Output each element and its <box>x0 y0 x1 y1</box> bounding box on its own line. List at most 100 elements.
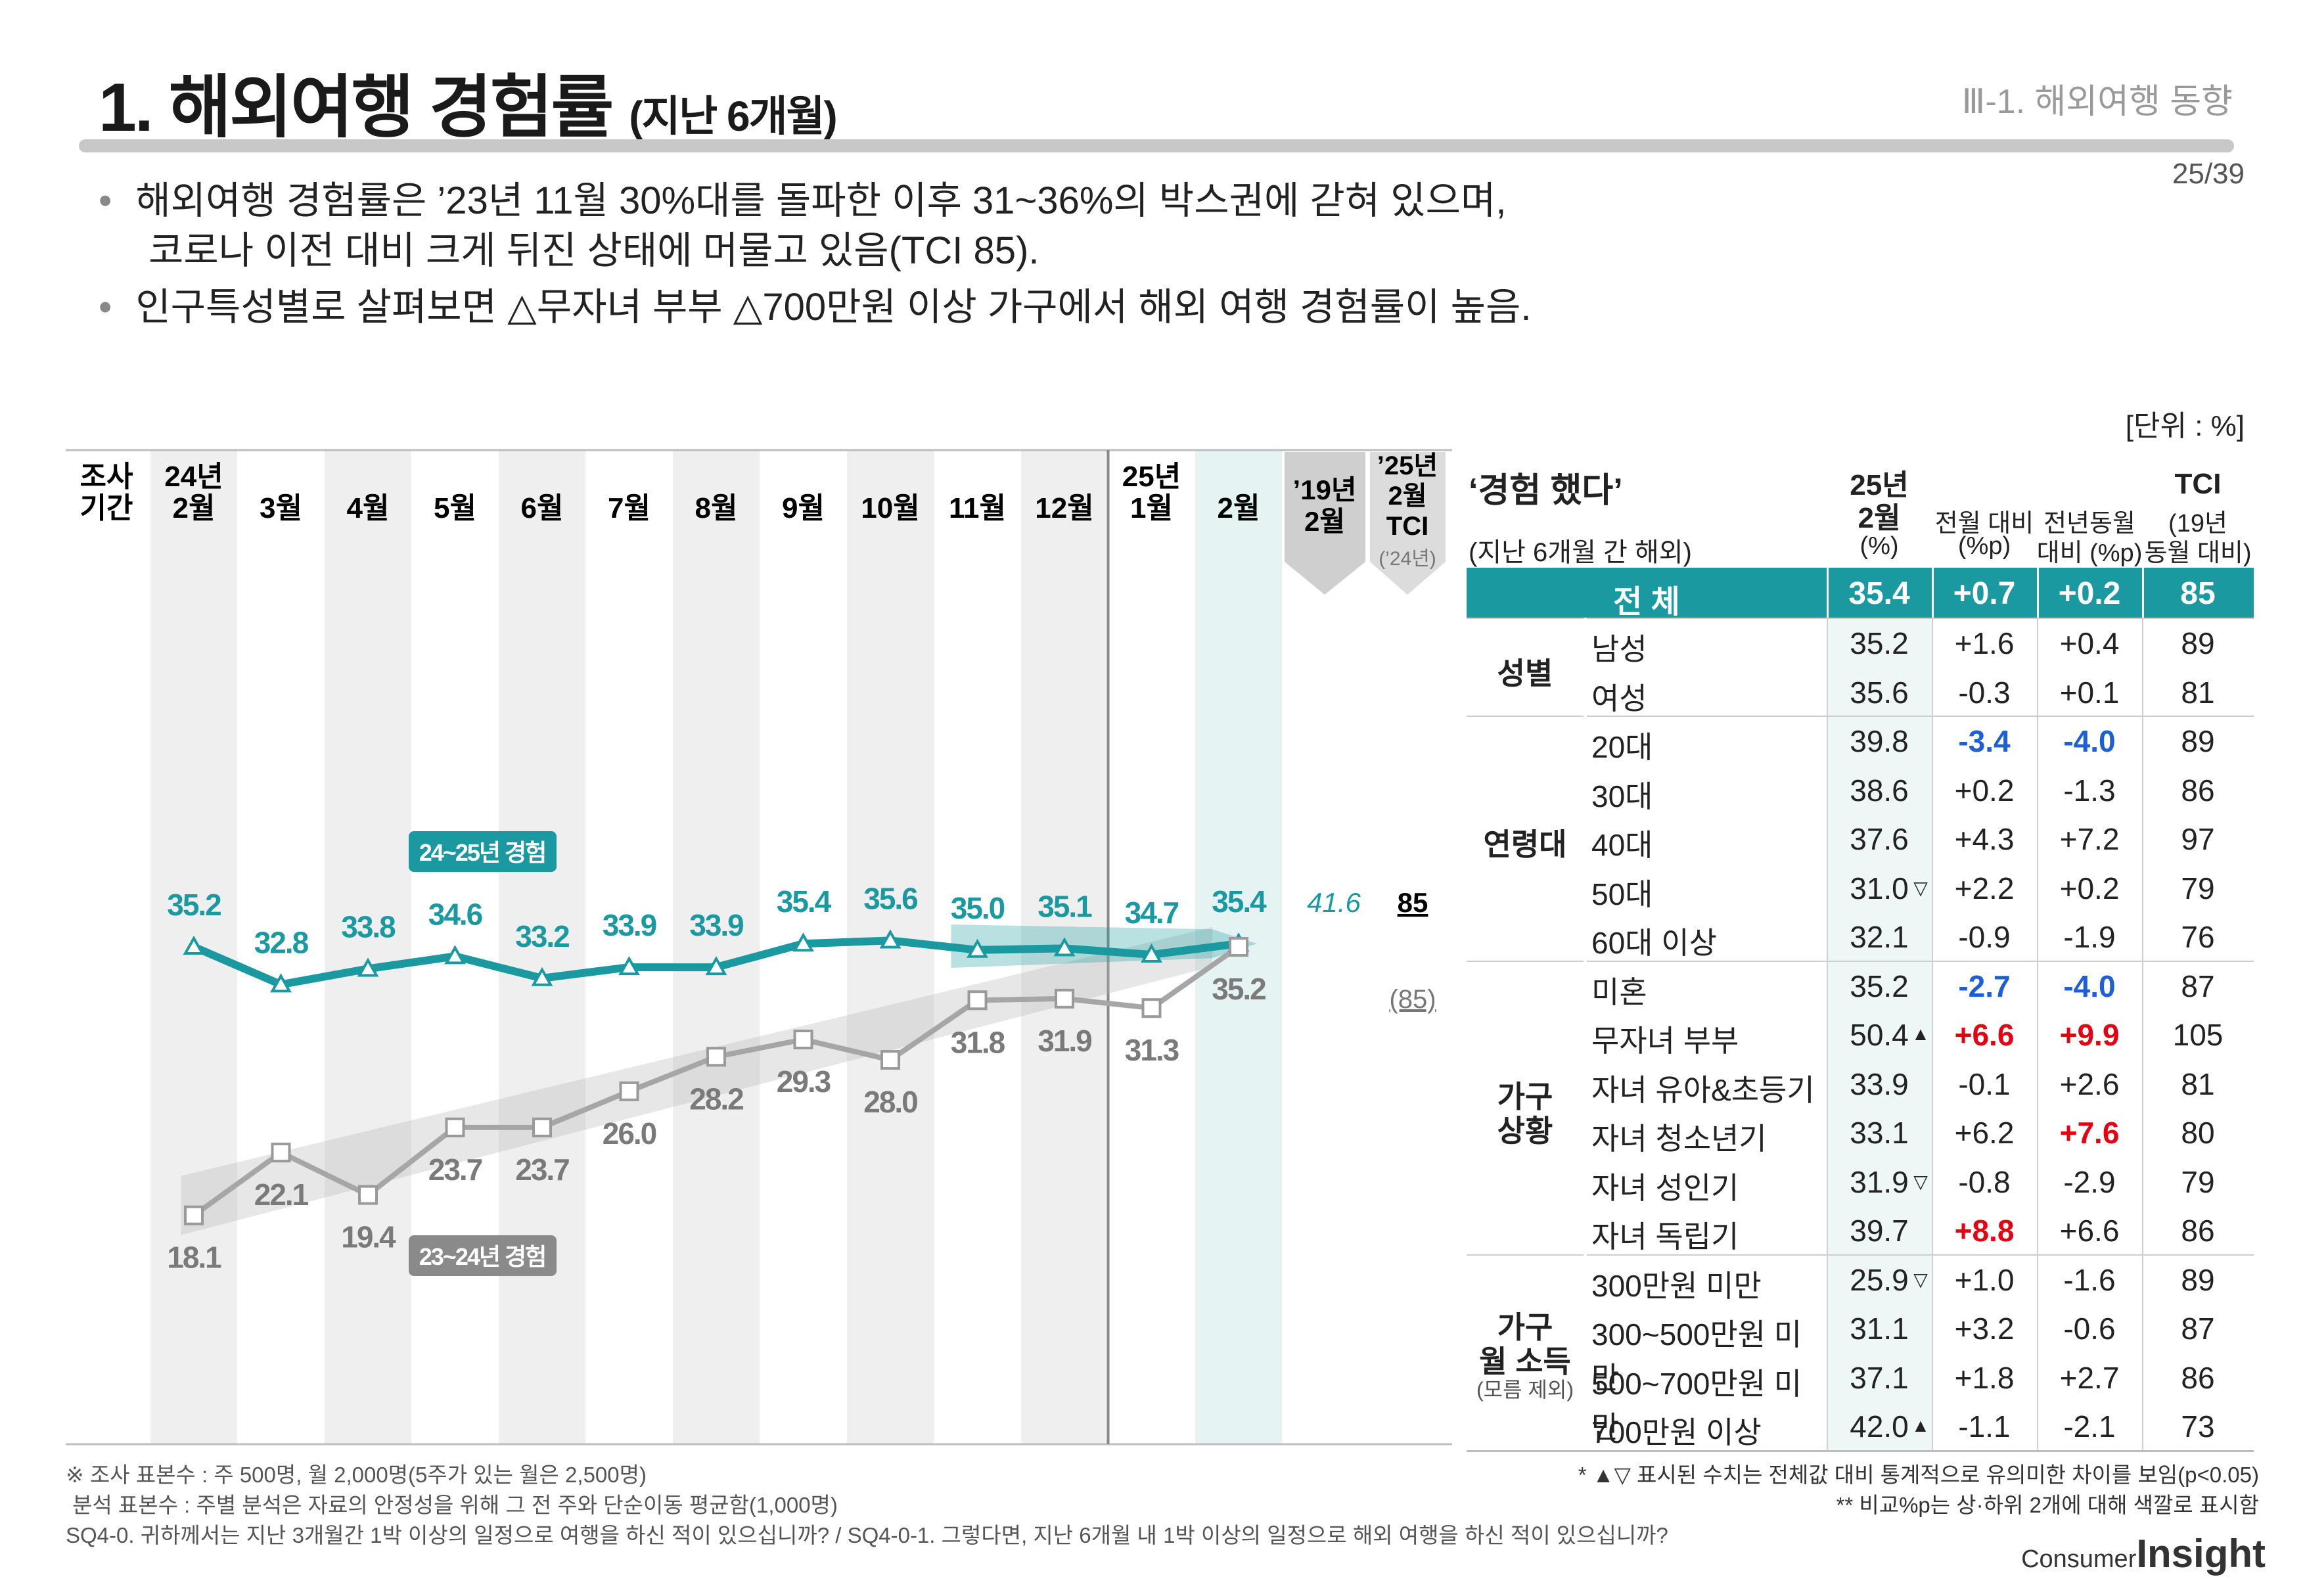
marker-23-24 <box>1055 988 1074 1009</box>
data-label-24-25: 33.8 <box>341 909 396 944</box>
marker-24-25 <box>705 956 727 976</box>
total-row-divider <box>1827 568 1829 618</box>
row-yoy: +7.2 <box>2059 822 2120 856</box>
row-mom: -3.4 <box>1958 724 2011 758</box>
row-yoy: +2.7 <box>2059 1360 2120 1395</box>
data-label-24-25: 35.1 <box>1038 889 1092 923</box>
marker-24-25 <box>1141 943 1162 963</box>
row-yoy: +0.4 <box>2059 626 2120 660</box>
group-label: 월 소득 <box>1479 1344 1571 1379</box>
row-pct: 31.1 <box>1850 1311 1909 1346</box>
row-label: 여성 <box>1591 681 1647 716</box>
row-pct: 35.6 <box>1850 675 1909 710</box>
ref-2019-header: 2월 <box>1304 506 1345 537</box>
row-yoy: -1.9 <box>2063 920 2116 954</box>
x-tick-label: 11월 <box>949 492 1006 524</box>
data-label-23-24: 18.1 <box>167 1241 221 1275</box>
row-tci: 87 <box>2181 969 2215 1003</box>
total-row-divider <box>2142 568 2144 618</box>
marker-23-24 <box>706 1047 726 1067</box>
sig-down-icon: ▽ <box>1913 877 1928 898</box>
group-label: 가구 <box>1497 1310 1553 1344</box>
row-yoy: +0.2 <box>2059 871 2120 905</box>
row-label: 60대 이상 <box>1591 926 1717 960</box>
data-label-23-24: 28.2 <box>689 1082 743 1116</box>
data-label-24-25: 33.2 <box>515 919 569 953</box>
page-number: 25/39 <box>2172 158 2245 190</box>
x-tick-label: 3월 <box>260 492 302 524</box>
group-label: 가구 <box>1497 1080 1553 1114</box>
group-divider <box>1587 960 2254 962</box>
row-pct: 33.9 <box>1850 1066 1909 1101</box>
marker-23-24 <box>358 1185 378 1205</box>
row-yoy: +7.6 <box>2059 1116 2120 1150</box>
column-divider <box>2142 618 2143 1450</box>
ref-2019-header-shape <box>1285 452 1365 595</box>
marker-23-24 <box>619 1081 639 1101</box>
row-yoy: +9.9 <box>2059 1018 2120 1052</box>
marker-24-25 <box>792 932 814 952</box>
data-label-23-24: 29.3 <box>777 1064 831 1099</box>
row-pct: 37.1 <box>1850 1360 1909 1395</box>
col-header-mom: 전월 대비 <box>1934 510 2034 537</box>
total-row <box>1467 568 2254 618</box>
row-mom: -0.1 <box>1958 1066 2011 1101</box>
marker-23-24 <box>532 1117 552 1137</box>
row-tci: 97 <box>2181 822 2215 856</box>
row-tci: 81 <box>2181 675 2215 710</box>
x-tick-label: 7월 <box>608 492 650 524</box>
row-tci: 79 <box>2181 871 2215 905</box>
data-label-24-25: 33.9 <box>689 908 743 942</box>
row-yoy: -0.6 <box>2063 1311 2116 1346</box>
footnote-analysis: 분석 표본수 : 주별 분석은 자료의 안정성을 위해 그 전 주와 단순이동 … <box>72 1493 838 1517</box>
marker-23-24 <box>880 1050 900 1070</box>
marker-23-24 <box>271 1143 291 1163</box>
col-header-yoy: 대비 (%p) <box>2036 539 2143 567</box>
bullet-text: 인구특성별로 살펴보면 △무자녀 부부 △700만원 이상 가구에서 해외 여행… <box>135 286 1532 329</box>
legend-box-23-24 <box>409 1235 557 1276</box>
row-yoy: -1.6 <box>2063 1262 2116 1297</box>
row-mom: +4.3 <box>1954 822 2015 856</box>
row-tci: 105 <box>2172 1018 2224 1052</box>
row-yoy: -4.0 <box>2063 969 2116 1003</box>
footnotes-right: * ▲▽ 표시된 수치는 전체값 대비 통계적으로 유의미한 차이를 보임(p<… <box>1578 1460 2259 1520</box>
x-tick-label: 5월 <box>434 492 476 524</box>
row-tci: 73 <box>2181 1409 2215 1444</box>
row-tci: 76 <box>2181 920 2215 954</box>
marker-24-25 <box>967 938 988 958</box>
row-label: 자녀 유아&초등기 <box>1591 1072 1815 1107</box>
total-row-divider <box>2037 568 2039 618</box>
row-yoy: +6.6 <box>2059 1214 2120 1248</box>
tci-header: ’25년 <box>1377 451 1438 480</box>
legend-label-23-24: 23~24년 경험 <box>419 1243 545 1270</box>
data-label-23-24: 35.2 <box>1212 972 1266 1006</box>
row-mom: +1.0 <box>1954 1262 2015 1297</box>
row-pct: 37.6 <box>1850 822 1909 856</box>
row-pct: 33.1 <box>1850 1116 1909 1150</box>
row-tci: 79 <box>2181 1164 2215 1199</box>
marker-24-25 <box>879 929 901 949</box>
row-mom: -0.8 <box>1958 1164 2011 1199</box>
data-label-24-25: 34.7 <box>1125 896 1179 930</box>
table-subtitle: (지난 6개월 간 해외) <box>1469 538 1692 567</box>
row-label: 40대 <box>1591 828 1653 862</box>
row-label: 50대 <box>1591 877 1653 911</box>
bullet-text: 해외여행 경험률은 ’23년 11월 30%대를 돌파한 이후 31~36%의 … <box>135 179 1507 222</box>
row-tci: 80 <box>2181 1116 2215 1150</box>
marker-24-25 <box>618 956 640 976</box>
row-mom: +2.2 <box>1954 871 2015 905</box>
x-tick-label: 6월 <box>521 492 564 524</box>
row-yoy: +0.1 <box>2059 675 2120 710</box>
data-label-23-24: 19.4 <box>341 1220 396 1254</box>
marker-23-24 <box>184 1205 204 1225</box>
footnote-color: ** 비교%p는 상·하위 2개에 대해 색깔로 표시함 <box>1836 1493 2260 1517</box>
row-label: 무자녀 부부 <box>1591 1024 1739 1058</box>
marker-24-25 <box>357 957 379 977</box>
gray-trend-band <box>181 927 1212 1235</box>
marker-23-24 <box>967 990 988 1011</box>
data-label-23-24: 31.9 <box>1038 1024 1091 1058</box>
x-tick-label: 10월 <box>861 492 919 524</box>
group-label: 상황 <box>1497 1114 1553 1148</box>
total-yoy: +0.2 <box>2058 576 2121 611</box>
